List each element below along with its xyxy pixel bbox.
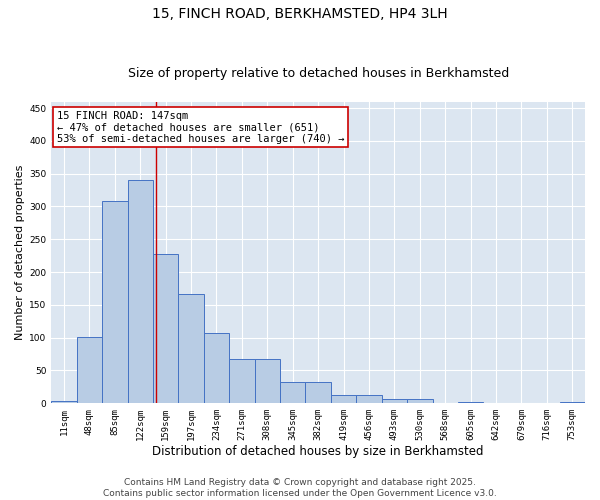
Bar [229, 360, 254, 403]
Bar [305, 382, 331, 403]
Bar [77, 337, 102, 403]
Y-axis label: Number of detached properties: Number of detached properties [15, 164, 25, 340]
Bar [128, 180, 153, 403]
Bar [102, 201, 128, 403]
Bar [280, 382, 305, 403]
Text: 15 FINCH ROAD: 147sqm
← 47% of detached houses are smaller (651)
53% of semi-det: 15 FINCH ROAD: 147sqm ← 47% of detached … [56, 110, 344, 144]
Bar [356, 396, 382, 403]
Bar [458, 402, 484, 403]
Bar [407, 400, 433, 403]
Text: 15, FINCH ROAD, BERKHAMSTED, HP4 3LH: 15, FINCH ROAD, BERKHAMSTED, HP4 3LH [152, 8, 448, 22]
Bar [204, 333, 229, 403]
Bar [560, 402, 585, 403]
Bar [254, 360, 280, 403]
Bar [331, 396, 356, 403]
X-axis label: Distribution of detached houses by size in Berkhamsted: Distribution of detached houses by size … [152, 444, 484, 458]
Bar [178, 294, 204, 403]
Bar [382, 400, 407, 403]
Bar [51, 400, 77, 403]
Bar [153, 254, 178, 403]
Text: Contains HM Land Registry data © Crown copyright and database right 2025.
Contai: Contains HM Land Registry data © Crown c… [103, 478, 497, 498]
Title: Size of property relative to detached houses in Berkhamsted: Size of property relative to detached ho… [128, 66, 509, 80]
